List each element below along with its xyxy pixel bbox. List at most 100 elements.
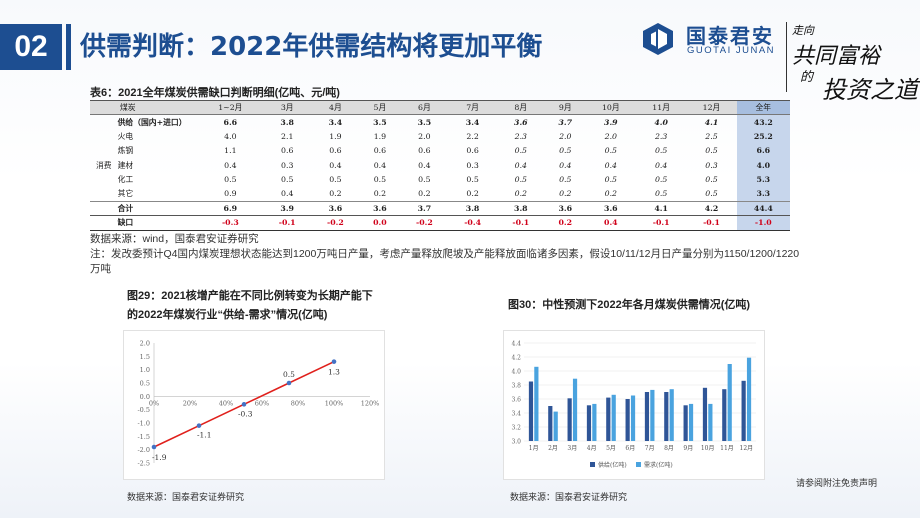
table-cell: 3.4 bbox=[465, 117, 480, 127]
y-tick-label: 2.0 bbox=[140, 340, 150, 348]
x-tick-label: 8月 bbox=[664, 445, 674, 452]
slogan-part-3: 的 bbox=[800, 70, 814, 85]
row-label: 化工 bbox=[117, 175, 134, 185]
table-cell: 0.5 bbox=[514, 146, 528, 156]
data-label: -0.3 bbox=[238, 409, 253, 418]
table-cell: 0.5 bbox=[559, 146, 572, 156]
logo-english-name: GUOTAI JUNAN bbox=[687, 45, 776, 56]
y-tick-label: 3.8 bbox=[511, 383, 521, 390]
table-cell: 6.9 bbox=[197, 200, 264, 217]
table-cell: 0.3 bbox=[281, 160, 294, 170]
table-cell: 2.2 bbox=[466, 131, 479, 141]
table-cell: 0.5 bbox=[466, 175, 479, 185]
slogan-divider bbox=[786, 22, 787, 92]
table-cell: -0.1 bbox=[635, 215, 687, 231]
y-tick-label: 4.4 bbox=[511, 341, 521, 348]
table-cell: 3.6 bbox=[311, 200, 360, 217]
table-cell: 2.0 bbox=[559, 131, 572, 141]
table-cell: 3.8 bbox=[448, 200, 497, 217]
x-tick-label: 2月 bbox=[548, 445, 558, 452]
data-label: -1.9 bbox=[152, 453, 167, 462]
table-cell: 3.4 bbox=[328, 117, 343, 127]
table-cell: 0.5 bbox=[654, 146, 668, 156]
bar-demand bbox=[611, 394, 616, 441]
bar-supply bbox=[702, 387, 708, 441]
table-cell: 0.5 bbox=[373, 175, 387, 185]
table-cell: 0.5 bbox=[604, 175, 618, 185]
bar-supply bbox=[683, 405, 688, 441]
table-cell: -0.3 bbox=[197, 215, 264, 231]
x-tick-label: 0% bbox=[149, 399, 159, 407]
row-group-label bbox=[90, 129, 114, 143]
table-cell: 44.4 bbox=[736, 200, 790, 217]
y-tick-label: -2.5 bbox=[137, 460, 150, 468]
bar-supply bbox=[625, 399, 630, 441]
table-cell: 2.5 bbox=[705, 131, 718, 141]
bar-supply bbox=[722, 389, 727, 441]
fig29-title: 图29：2021核增产能在不同比例转变为长期产能下 的2022年煤炭行业“供给-… bbox=[127, 287, 373, 325]
row-group-label bbox=[90, 172, 114, 186]
table-cell: -0.1 bbox=[496, 215, 545, 231]
table-row: 火电 4.0 2.1 1.9 1.9 2.0 2.2 2.3 2.0 2.0 2.3 2.5 25.2 bbox=[90, 129, 790, 144]
data-label: 0.5 bbox=[283, 370, 295, 379]
bar-demand bbox=[553, 411, 558, 441]
table-cell: 0.2 bbox=[544, 215, 586, 231]
table-header-cell: 6月 bbox=[400, 99, 449, 116]
legend-label: 需求(亿吨) bbox=[644, 461, 673, 469]
bar-supply bbox=[548, 406, 553, 441]
slogan-part-1: 走向 bbox=[792, 24, 814, 37]
x-tick-label: 1月 bbox=[529, 445, 539, 452]
table-cell: 3.6 bbox=[359, 200, 401, 217]
bar-demand bbox=[708, 403, 713, 441]
table-remark-note: 注：发改委预计Q4国内煤炭理想状态能达到1200万吨日产量，考虑产量释放爬坡及产… bbox=[90, 248, 800, 275]
y-tick-label: 0.0 bbox=[140, 393, 150, 401]
table-cell: 5.3 bbox=[736, 172, 790, 187]
row-label: 合计 bbox=[113, 200, 198, 217]
table-cell: 0.9 bbox=[224, 189, 237, 199]
table-cell: 0.6 bbox=[418, 146, 431, 156]
y-tick-label: 1.0 bbox=[140, 366, 150, 374]
supply-demand-table: 煤炭 1~2月 3月 4月 5月 6月 7月 8月 9月 10月 11月 12月 全年 供给（国内+进口… bbox=[90, 99, 790, 231]
x-tick-label: 6月 bbox=[625, 445, 635, 452]
table-cell: 2.0 bbox=[418, 131, 431, 141]
data-point bbox=[196, 423, 202, 428]
table-cell: 3.7 bbox=[558, 117, 573, 127]
row-label: 其它 bbox=[117, 189, 134, 199]
y-tick-label: -2.0 bbox=[137, 446, 150, 454]
bar-supply bbox=[606, 397, 611, 441]
table-title: 表6：2021全年煤炭供需缺口判断明细(亿吨、元/吨) bbox=[90, 87, 340, 99]
y-tick-label: 3.0 bbox=[511, 439, 521, 446]
bar-demand bbox=[746, 357, 752, 441]
table-header-cell: 12月 bbox=[686, 99, 737, 116]
y-tick-label: 4.0 bbox=[511, 369, 521, 376]
table-cell: 0.5 bbox=[705, 175, 718, 185]
table-cell: 0.2 bbox=[604, 189, 618, 199]
x-tick-label: 5月 bbox=[606, 445, 616, 452]
table-cell: 0.5 bbox=[705, 146, 718, 156]
table-cell: 0.4 bbox=[224, 160, 237, 170]
table-cell: 2.0 bbox=[604, 131, 618, 141]
bar-supply bbox=[664, 392, 669, 441]
table-cell: 0.6 bbox=[373, 146, 387, 156]
row-label: 火电 bbox=[117, 131, 134, 141]
title-accent-bar bbox=[66, 24, 71, 70]
table-cell: 4.1 bbox=[635, 200, 687, 217]
table-row: 化工 0.5 0.5 0.5 0.5 0.5 0.5 0.5 0.5 0.5 0.5 0.5 5.3 bbox=[90, 172, 790, 187]
table-row: 消费 建材 0.4 0.3 0.4 0.4 0.4 0.3 0.4 0.4 0.4 0.4 0.3 4.0 bbox=[90, 158, 790, 173]
x-tick-label: 9月 bbox=[683, 445, 693, 452]
table-cell: 2.1 bbox=[281, 131, 294, 141]
row-label: 炼钢 bbox=[117, 146, 134, 156]
table-cell: 0.5 bbox=[224, 175, 237, 185]
table-row: 炼钢 1.1 0.6 0.6 0.6 0.6 0.6 0.5 0.5 0.5 0.5 0.5 6.6 bbox=[90, 143, 790, 159]
table-cell: 0.2 bbox=[559, 189, 572, 199]
table-cell: 0.5 bbox=[604, 146, 618, 156]
table-header-cell: 11月 bbox=[635, 99, 687, 116]
fig30-bar-chart: 4.4 4.2 4.0 3.8 3.6 3.4 3.2 3.0 1月 2月 3月 4月 5月 6月 7月 8月… bbox=[511, 341, 756, 469]
table-cell: 3.6 bbox=[544, 200, 586, 217]
row-label: 缺口 bbox=[113, 215, 198, 231]
fig30-source: 数据来源：国泰君安证券研究 bbox=[510, 492, 628, 502]
data-point bbox=[151, 444, 157, 450]
bar-demand bbox=[727, 364, 732, 441]
table-cell: 3.7 bbox=[400, 200, 449, 217]
fig29-line-chart: 2.0 1.5 1.0 0.5 0.0 -0.5 -1.0 -1.5 -2.0 -2.5 0% 20%… bbox=[137, 340, 379, 468]
